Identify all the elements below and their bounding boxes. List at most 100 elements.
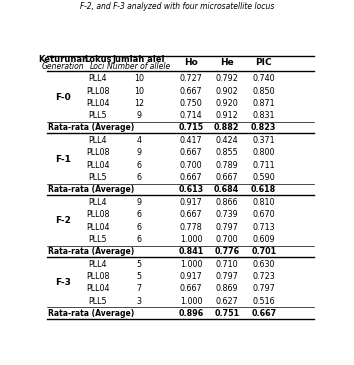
Text: 0.700: 0.700	[215, 235, 238, 244]
Text: PLL5: PLL5	[88, 173, 107, 182]
Text: 0.667: 0.667	[180, 87, 202, 96]
Text: Ho: Ho	[184, 58, 198, 67]
Text: Lokus: Lokus	[84, 55, 112, 64]
Text: PLL04: PLL04	[86, 99, 109, 108]
Text: 0.776: 0.776	[214, 247, 239, 256]
Text: PLL4: PLL4	[88, 136, 107, 145]
Text: He: He	[220, 58, 234, 67]
Text: 0.723: 0.723	[252, 272, 275, 281]
Text: Rata-rata (Average): Rata-rata (Average)	[48, 247, 134, 256]
Text: 0.711: 0.711	[252, 161, 275, 170]
Text: 6: 6	[136, 223, 141, 231]
Text: 0.627: 0.627	[215, 297, 238, 306]
Text: 9: 9	[136, 198, 142, 207]
Text: 0.751: 0.751	[214, 308, 239, 318]
Text: PLL08: PLL08	[86, 272, 109, 281]
Text: F-2, and F-3 analyzed with four microsatellite locus: F-2, and F-3 analyzed with four microsat…	[80, 2, 274, 11]
Text: F-3: F-3	[55, 278, 71, 287]
Text: 0.613: 0.613	[178, 185, 204, 194]
Text: 0.710: 0.710	[215, 260, 238, 269]
Text: 0.797: 0.797	[215, 272, 238, 281]
Text: 0.896: 0.896	[178, 308, 204, 318]
Text: 0.516: 0.516	[252, 297, 275, 306]
Text: Rata-rata (Average): Rata-rata (Average)	[48, 308, 134, 318]
Text: 4: 4	[136, 136, 141, 145]
Text: 0.912: 0.912	[215, 111, 238, 120]
Text: 6: 6	[136, 173, 141, 182]
Text: 0.831: 0.831	[252, 111, 275, 120]
Text: 0.810: 0.810	[252, 198, 275, 207]
Text: 1.000: 1.000	[180, 235, 202, 244]
Text: 0.609: 0.609	[252, 235, 275, 244]
Text: 0.750: 0.750	[179, 99, 202, 108]
Text: 0.792: 0.792	[215, 74, 238, 83]
Text: 0.917: 0.917	[179, 272, 202, 281]
Text: 0.789: 0.789	[215, 161, 238, 170]
Text: F-1: F-1	[55, 154, 71, 164]
Text: 0.871: 0.871	[252, 99, 275, 108]
Text: 0.823: 0.823	[251, 123, 276, 132]
Text: PLL04: PLL04	[86, 161, 109, 170]
Text: PLL4: PLL4	[88, 198, 107, 207]
Text: 7: 7	[136, 284, 142, 293]
Text: 0.713: 0.713	[252, 223, 275, 231]
Text: 0.739: 0.739	[215, 210, 238, 219]
Text: Generation: Generation	[41, 62, 84, 71]
Text: 0.800: 0.800	[252, 148, 275, 157]
Text: PLL4: PLL4	[88, 260, 107, 269]
Text: 9: 9	[136, 111, 142, 120]
Text: PLL4: PLL4	[88, 74, 107, 83]
Text: 0.618: 0.618	[251, 185, 276, 194]
Text: 0.417: 0.417	[180, 136, 202, 145]
Text: 0.701: 0.701	[251, 247, 276, 256]
Text: 12: 12	[134, 99, 144, 108]
Text: Loci: Loci	[90, 62, 105, 71]
Text: 0.714: 0.714	[180, 111, 202, 120]
Text: Jumlah alei: Jumlah alei	[113, 55, 165, 64]
Text: 0.797: 0.797	[215, 223, 238, 231]
Text: 0.740: 0.740	[252, 74, 275, 83]
Text: 0.902: 0.902	[215, 87, 238, 96]
Text: F-0: F-0	[55, 93, 71, 102]
Text: 0.590: 0.590	[252, 173, 275, 182]
Text: 0.667: 0.667	[180, 148, 202, 157]
Text: 0.866: 0.866	[216, 198, 238, 207]
Text: 0.855: 0.855	[215, 148, 238, 157]
Text: Rata-rata (Average): Rata-rata (Average)	[48, 123, 134, 132]
Text: PIC: PIC	[256, 58, 272, 67]
Text: 0.670: 0.670	[252, 210, 275, 219]
Text: 0.667: 0.667	[251, 308, 276, 318]
Text: PLL08: PLL08	[86, 148, 109, 157]
Text: PLL04: PLL04	[86, 284, 109, 293]
Text: PLL5: PLL5	[88, 297, 107, 306]
Text: Keturunan: Keturunan	[38, 55, 88, 64]
Text: 6: 6	[136, 161, 141, 170]
Text: 0.917: 0.917	[179, 198, 202, 207]
Text: 10: 10	[134, 74, 144, 83]
Text: 0.667: 0.667	[180, 210, 202, 219]
Text: PLL08: PLL08	[86, 210, 109, 219]
Text: PLL5: PLL5	[88, 111, 107, 120]
Text: 0.667: 0.667	[180, 173, 202, 182]
Text: 0.841: 0.841	[178, 247, 204, 256]
Text: 6: 6	[136, 210, 141, 219]
Text: F-2: F-2	[55, 216, 71, 225]
Text: 5: 5	[136, 260, 142, 269]
Text: 3: 3	[136, 297, 141, 306]
Text: 0.778: 0.778	[179, 223, 202, 231]
Text: 0.700: 0.700	[180, 161, 202, 170]
Text: 0.371: 0.371	[252, 136, 275, 145]
Text: 0.684: 0.684	[214, 185, 239, 194]
Text: 1.000: 1.000	[180, 297, 202, 306]
Text: 5: 5	[136, 272, 142, 281]
Text: 0.715: 0.715	[178, 123, 204, 132]
Text: 6: 6	[136, 235, 141, 244]
Text: PLL04: PLL04	[86, 223, 109, 231]
Text: PLL5: PLL5	[88, 235, 107, 244]
Text: PLL08: PLL08	[86, 87, 109, 96]
Text: Rata-rata (Average): Rata-rata (Average)	[48, 185, 134, 194]
Text: 0.882: 0.882	[214, 123, 239, 132]
Text: 0.424: 0.424	[215, 136, 238, 145]
Text: 0.667: 0.667	[215, 173, 238, 182]
Text: 10: 10	[134, 87, 144, 96]
